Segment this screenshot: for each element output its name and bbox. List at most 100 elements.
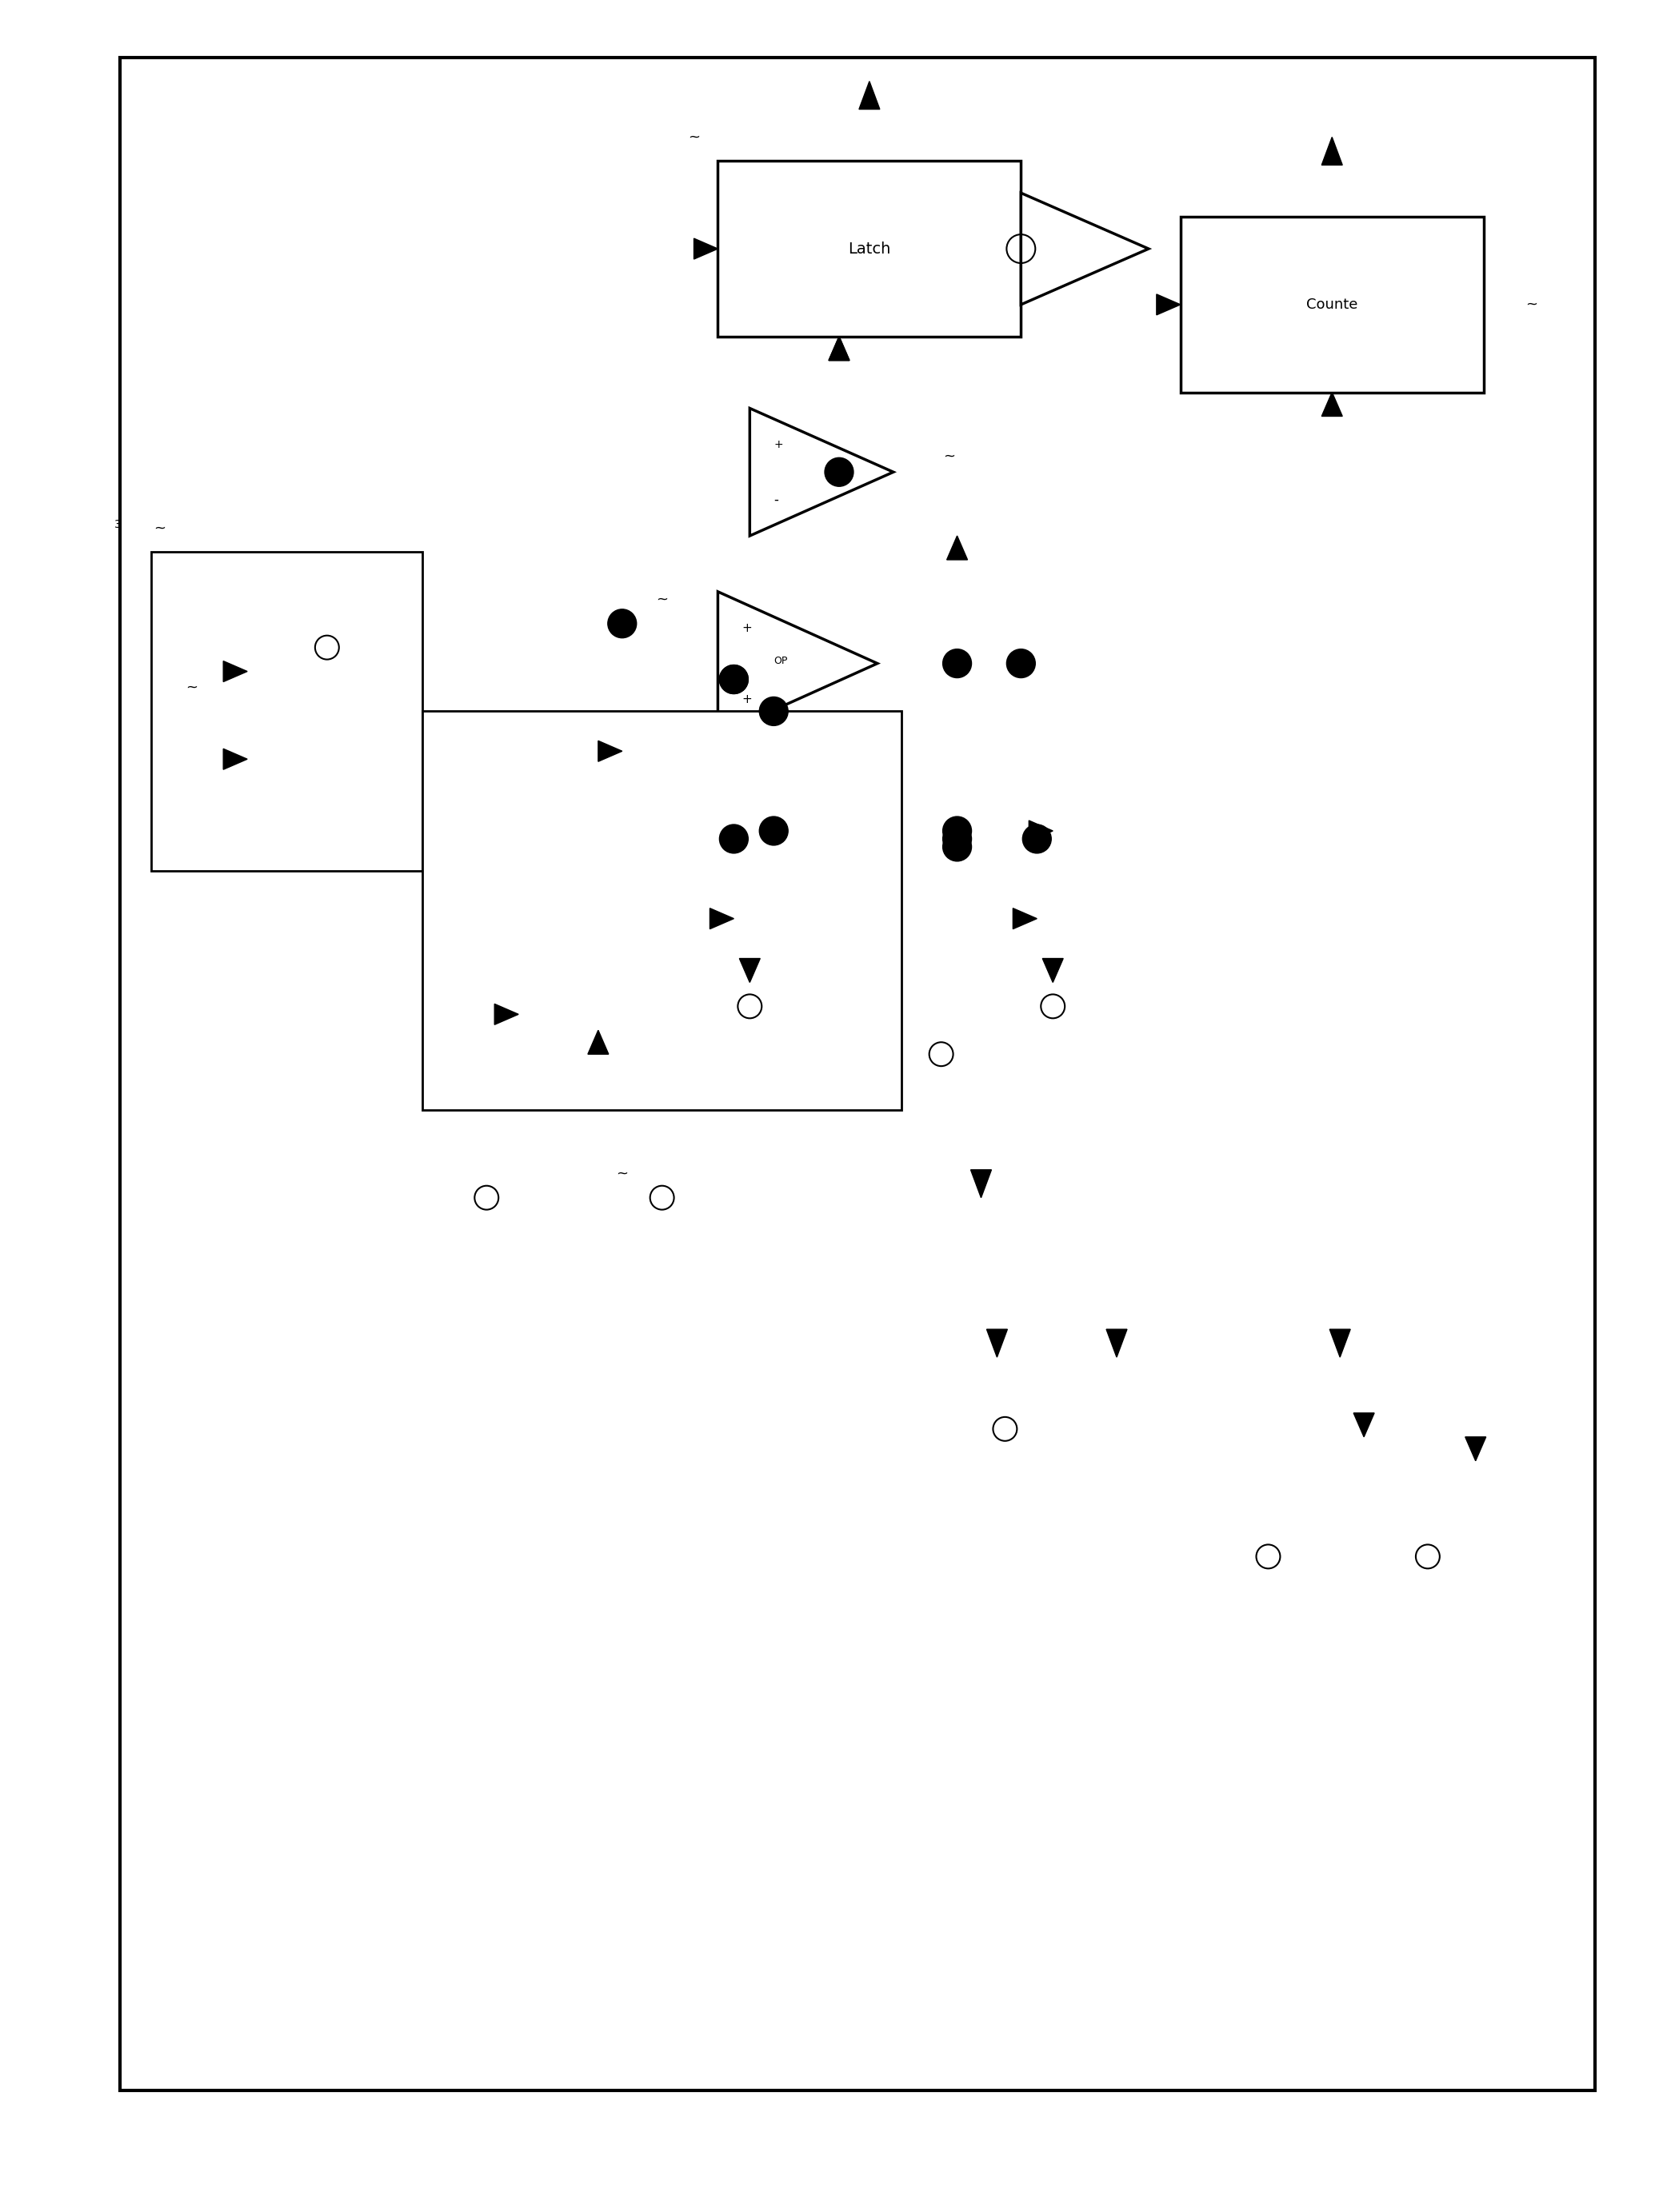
Text: ph1: ph1 <box>1069 951 1087 960</box>
Text: 340: 340 <box>1022 128 1042 139</box>
Text: OP: OP <box>774 655 787 666</box>
Text: ~: ~ <box>657 593 668 606</box>
Text: ph2: ph2 <box>621 894 642 905</box>
Circle shape <box>759 816 787 845</box>
Text: Vr: Vr <box>797 951 809 960</box>
Text: outn: outn <box>673 706 693 712</box>
Text: 381: 381 <box>566 1071 585 1079</box>
Text: 380: 380 <box>647 1166 667 1177</box>
Text: 393: 393 <box>231 575 250 586</box>
Circle shape <box>759 697 787 726</box>
Text: C1: C1 <box>925 1150 938 1161</box>
Text: ~: ~ <box>154 520 166 535</box>
Bar <box>1181 217 1484 392</box>
Text: 365: 365 <box>1476 1478 1494 1486</box>
Text: 367: 367 <box>1013 1022 1032 1033</box>
Text: ph2: ph2 <box>925 894 945 905</box>
Text: Latch: Latch <box>848 241 891 257</box>
Bar <box>901 847 1499 1117</box>
Bar <box>151 551 422 872</box>
Polygon shape <box>1042 958 1064 982</box>
Text: 368: 368 <box>1013 872 1032 880</box>
Text: V3: V3 <box>1077 998 1090 1009</box>
Text: 375: 375 <box>734 1126 752 1137</box>
Text: 370: 370 <box>710 872 729 880</box>
Circle shape <box>608 608 636 637</box>
Bar <box>901 1095 1539 1493</box>
Polygon shape <box>1322 392 1342 416</box>
Circle shape <box>1007 648 1035 677</box>
Text: ns: ns <box>447 801 457 810</box>
Text: C1: C1 <box>670 1055 683 1064</box>
Text: C_OU: C_OU <box>735 352 762 363</box>
Text: ~: ~ <box>688 131 700 144</box>
Polygon shape <box>1013 909 1037 929</box>
Text: C$_2$: C$_2$ <box>1037 606 1049 619</box>
Text: 310: 310 <box>878 759 898 770</box>
Text: vout: vout <box>1156 223 1176 230</box>
Text: 305: 305 <box>159 646 183 657</box>
Text: V1: V1 <box>184 832 196 841</box>
Text: outp: outp <box>673 602 693 608</box>
Polygon shape <box>693 239 719 259</box>
Text: ADC: ADC <box>1317 1323 1363 1345</box>
Text: 363: 363 <box>1060 1380 1080 1391</box>
Text: 372: 372 <box>1317 1294 1335 1303</box>
Text: V3: V3 <box>774 998 787 1009</box>
Text: Vc: Vc <box>910 1022 921 1033</box>
Text: 366: 366 <box>1340 1380 1358 1391</box>
Polygon shape <box>223 748 248 770</box>
Circle shape <box>943 816 971 845</box>
Text: 383: 383 <box>566 768 585 776</box>
Circle shape <box>720 666 749 695</box>
Polygon shape <box>1156 294 1181 314</box>
Text: ~: ~ <box>943 449 955 462</box>
Text: 361: 361 <box>918 1245 936 1256</box>
Text: ~: ~ <box>1526 296 1538 312</box>
Text: -: - <box>774 493 779 507</box>
Text: 350: 350 <box>1548 296 1568 307</box>
Bar <box>422 712 901 1110</box>
Polygon shape <box>1022 192 1149 305</box>
Text: V2: V2 <box>1022 1438 1033 1447</box>
Bar <box>719 161 1022 336</box>
Text: ph2: ph2 <box>1300 1327 1317 1334</box>
Text: $\frac{V1+V2}{2}$: $\frac{V1+V2}{2}$ <box>941 1544 970 1562</box>
Text: nr: nr <box>719 832 727 841</box>
Text: Vx: Vx <box>662 734 675 745</box>
Text: P: P <box>829 376 836 387</box>
Text: V1: V1 <box>447 1166 459 1177</box>
Text: 369: 369 <box>710 1022 729 1033</box>
Text: 390: 390 <box>114 520 136 531</box>
Text: ~: ~ <box>616 1166 628 1181</box>
Circle shape <box>720 666 749 695</box>
Text: vout: vout <box>603 641 621 648</box>
Polygon shape <box>859 82 879 108</box>
Polygon shape <box>494 1004 519 1024</box>
Text: ph1: ph1 <box>551 1135 568 1144</box>
Bar <box>119 58 1595 2090</box>
Circle shape <box>943 825 971 854</box>
Polygon shape <box>1466 1438 1486 1460</box>
Polygon shape <box>972 1170 992 1197</box>
Polygon shape <box>719 591 878 734</box>
Text: inn: inn <box>742 847 757 858</box>
Text: D1B: D1B <box>1204 1380 1226 1391</box>
Circle shape <box>720 825 749 854</box>
Polygon shape <box>1330 1329 1350 1358</box>
Circle shape <box>1022 825 1052 854</box>
Polygon shape <box>588 1031 608 1055</box>
Text: BOUT[N:1]: BOUT[N:1] <box>1343 161 1397 170</box>
Text: Vs: Vs <box>447 734 459 745</box>
Text: Cs: Cs <box>447 863 459 874</box>
Circle shape <box>943 832 971 860</box>
Text: ph1: ph1 <box>168 688 186 697</box>
Text: +: + <box>742 695 752 706</box>
Text: vout: vout <box>869 633 889 641</box>
Text: Cx: Cx <box>678 927 690 938</box>
Text: D1B: D1B <box>1022 168 1042 179</box>
Text: ph2: ph2 <box>407 991 424 1000</box>
Text: C1: C1 <box>168 575 181 586</box>
Text: 391: 391 <box>136 719 154 730</box>
Polygon shape <box>739 958 760 982</box>
